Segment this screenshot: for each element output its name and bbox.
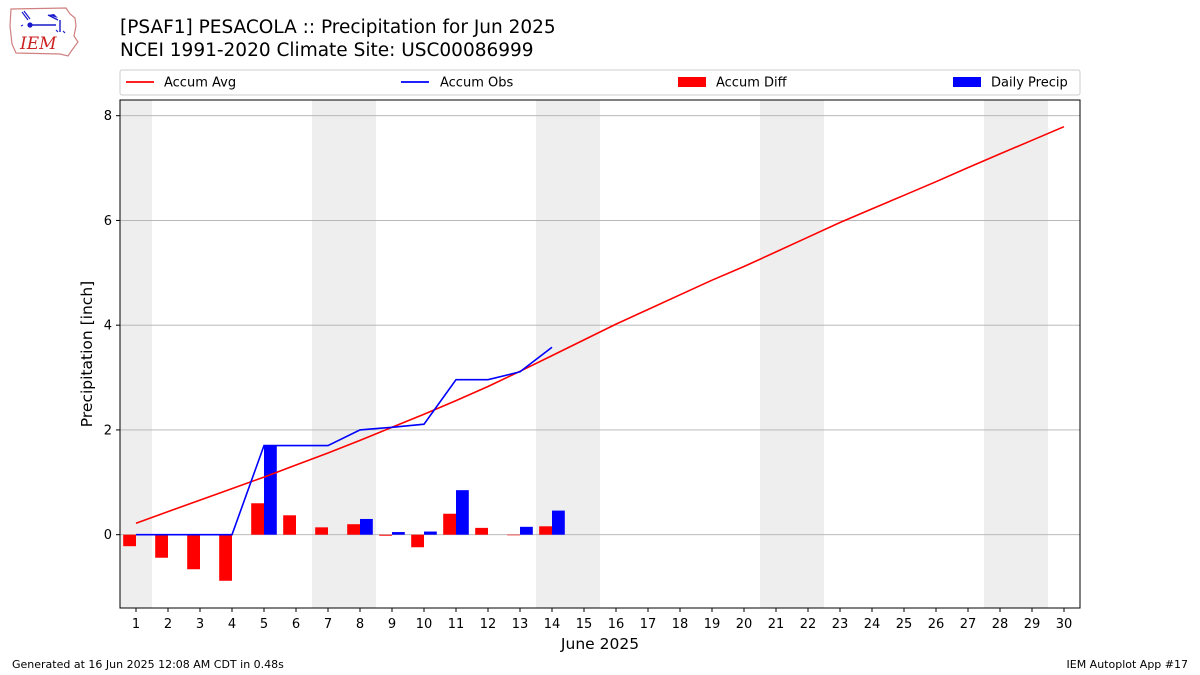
plot-frame (119, 99, 1081, 609)
accum-avg-line (135, 125, 1065, 524)
legend-label-daily-precip: Daily Precip (991, 76, 1068, 91)
y-tick-label: 6 (104, 214, 112, 229)
x-tick-label: 26 (928, 617, 945, 632)
x-tick-label: 10 (416, 617, 433, 632)
x-tick-label: 12 (480, 617, 497, 632)
x-tick-label: 11 (448, 617, 465, 632)
weekend-shade (536, 100, 600, 608)
x-tick-label: 29 (1024, 617, 1041, 632)
x-tick-label: 4 (228, 617, 236, 632)
x-tick-label: 8 (356, 617, 364, 632)
accum-diff-bar (379, 534, 392, 536)
x-axis-label: June 2025 (560, 635, 639, 653)
x-tick-label: 13 (512, 617, 529, 632)
y-tick-label: 4 (104, 319, 112, 334)
accum-diff-bar (507, 534, 520, 536)
x-tick-label: 9 (388, 617, 396, 632)
legend-label-accum-obs: Accum Obs (440, 76, 513, 91)
legend-label-accum-avg: Accum Avg (164, 76, 236, 91)
accum-diff-bar (347, 524, 360, 535)
accum-diff-bar (539, 526, 552, 535)
accum-obs-line (136, 346, 553, 536)
x-tick-label: 14 (544, 617, 561, 632)
accum-diff-bar (315, 527, 328, 535)
x-tick-label: 22 (800, 617, 817, 632)
accum-diff-bar (155, 534, 168, 558)
x-tick-label: 2 (164, 617, 172, 632)
daily-precip-bar (392, 532, 405, 535)
daily-precip-bar (552, 510, 565, 535)
daily-precip-bar (264, 445, 277, 535)
y-axis-label: Precipitation [inch] (78, 281, 96, 427)
x-tick-label: 18 (672, 617, 689, 632)
daily-precip-bar (520, 526, 533, 535)
accum-diff-bar (187, 534, 200, 570)
x-tick-label: 20 (736, 617, 753, 632)
legend-swatch-daily-precip (953, 77, 981, 87)
svg-text:IEM: IEM (19, 34, 57, 54)
x-tick-label: 3 (196, 617, 204, 632)
x-tick-label: 1 (132, 617, 140, 632)
x-tick-label: 15 (576, 617, 593, 632)
y-tick-label: 8 (104, 109, 112, 124)
generated-note: Generated at 16 Jun 2025 12:08 AM CDT in… (12, 658, 284, 671)
x-tick-label: 17 (640, 617, 657, 632)
legend-box (119, 69, 1081, 96)
daily-precip-bar (456, 490, 469, 535)
weekend-shade (984, 100, 1048, 608)
accum-diff-bar (219, 534, 232, 581)
iem-logo: IEM (8, 6, 82, 60)
legend-label-accum-diff: Accum Diff (716, 76, 788, 91)
x-tick-label: 21 (768, 617, 785, 632)
x-tick-label: 16 (608, 617, 625, 632)
x-tick-label: 27 (960, 617, 977, 632)
x-tick-label: 30 (1056, 617, 1073, 632)
legend-swatch-accum-diff (678, 77, 706, 87)
app-credit: IEM Autoplot App #17 (1066, 658, 1189, 671)
accum-diff-bar (251, 503, 264, 535)
weekend-shade (120, 100, 152, 608)
daily-precip-bar (424, 531, 437, 535)
x-tick-label: 23 (832, 617, 849, 632)
y-tick-label: 2 (104, 423, 112, 438)
weekend-shade (760, 100, 824, 608)
x-tick-label: 7 (324, 617, 332, 632)
accum-diff-bar (123, 534, 136, 547)
daily-precip-bar (360, 518, 373, 535)
x-tick-label: 25 (896, 617, 913, 632)
y-tick-label: 0 (104, 528, 112, 543)
chart-subtitle: NCEI 1991-2020 Climate Site: USC00086999 (120, 40, 534, 61)
x-tick-label: 19 (704, 617, 721, 632)
chart-title: [PSAF1] PESACOLA :: Precipitation for Ju… (120, 17, 556, 38)
x-tick-label: 28 (992, 617, 1009, 632)
accum-diff-bar (475, 527, 488, 535)
x-tick-label: 5 (260, 617, 268, 632)
accum-diff-bar (411, 534, 424, 548)
x-tick-label: 6 (292, 617, 300, 632)
accum-diff-bar (283, 515, 296, 535)
accum-diff-bar (443, 513, 456, 535)
x-tick-label: 24 (864, 617, 881, 632)
